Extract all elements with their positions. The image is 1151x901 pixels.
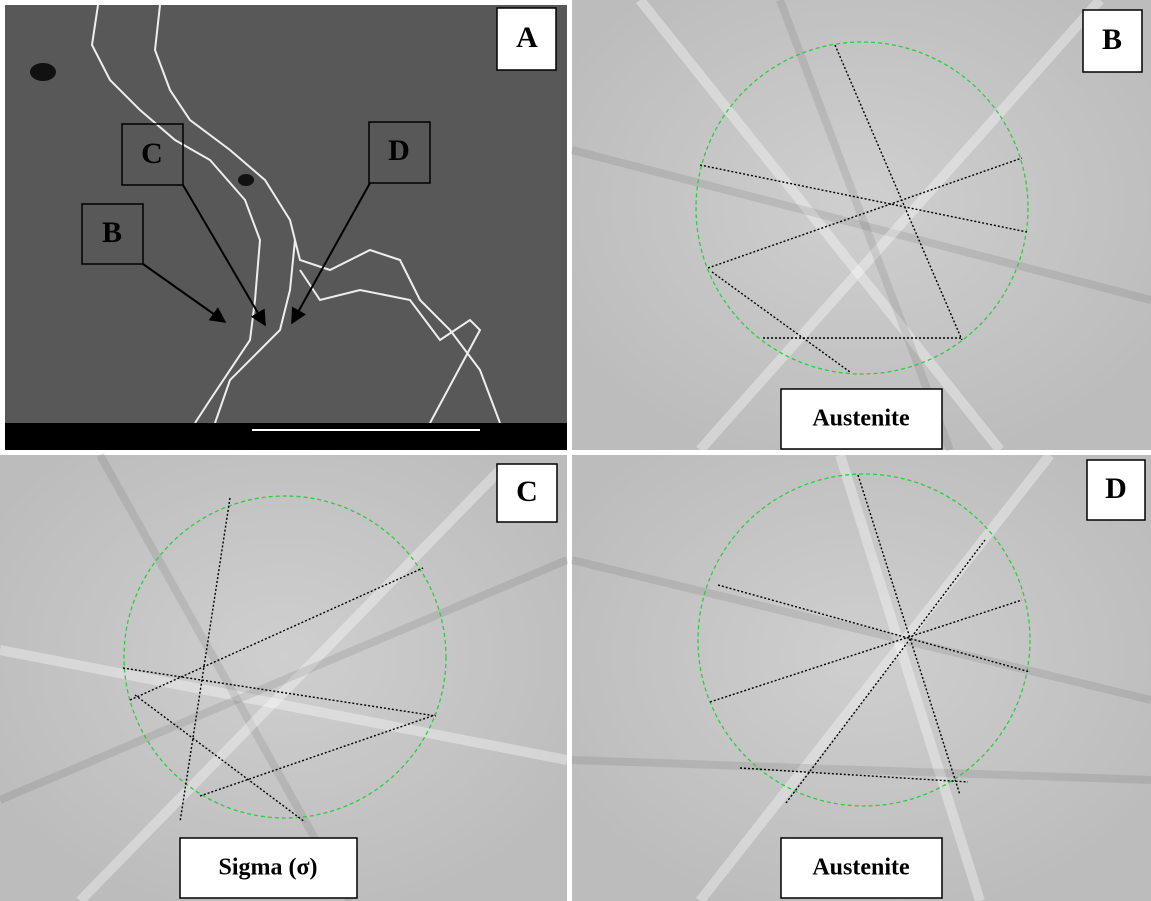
panel-label: B: [1102, 23, 1122, 56]
figure: A B C D B Austenite: [0, 0, 1151, 901]
panel-label: D: [1105, 472, 1127, 505]
phase-caption: Sigma (σ): [218, 855, 317, 881]
phase-caption: Austenite: [812, 855, 910, 881]
panel-a: A B C D: [5, 5, 567, 450]
panel-label: A: [516, 21, 538, 54]
region-label: B: [102, 216, 122, 249]
panel-d: D Austenite: [572, 455, 1151, 901]
panel-b: B Austenite: [572, 0, 1151, 450]
region-label: C: [141, 137, 163, 170]
panel-c: C Sigma (σ): [0, 455, 567, 901]
region-label: D: [388, 134, 410, 167]
panel-label: C: [516, 475, 538, 508]
phase-caption: Austenite: [812, 406, 910, 432]
